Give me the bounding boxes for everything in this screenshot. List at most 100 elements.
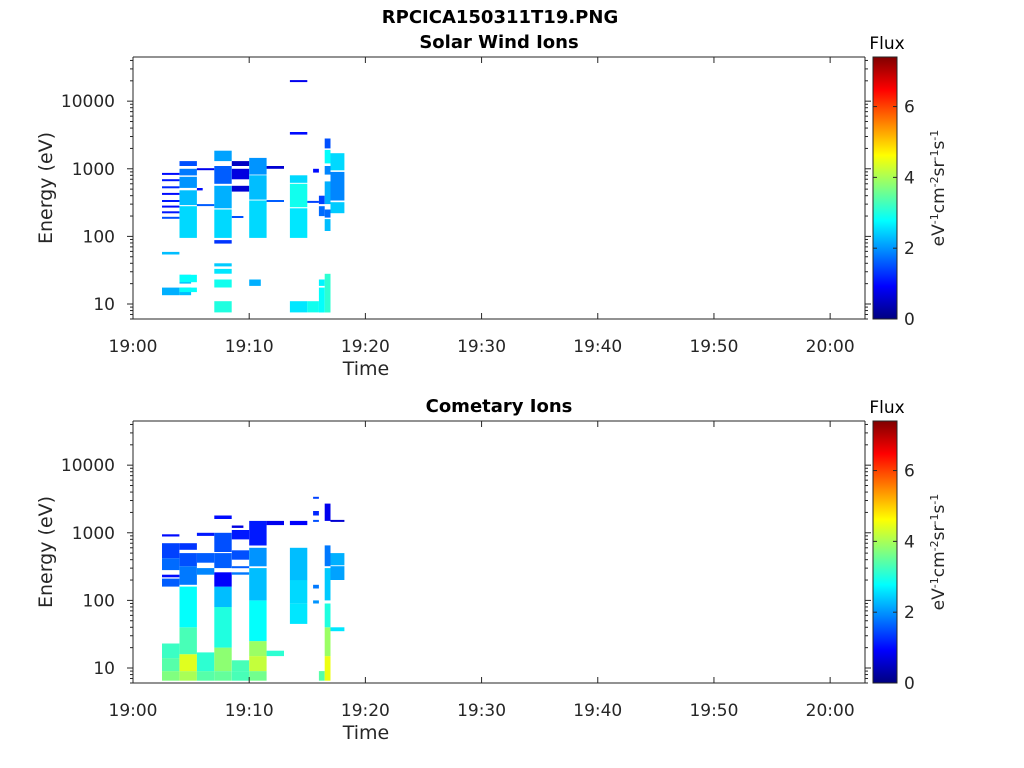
heatmap-cell bbox=[324, 166, 331, 175]
heatmap-cell bbox=[214, 553, 232, 569]
heatmap-cell bbox=[266, 650, 284, 657]
heatmap-cell bbox=[324, 656, 331, 681]
colorbar-label-part: -1 bbox=[928, 577, 941, 588]
heatmap-cell bbox=[330, 153, 345, 171]
heatmap-cell bbox=[214, 586, 232, 607]
heatmap-cell bbox=[162, 643, 180, 659]
heatmap-cell bbox=[162, 543, 180, 559]
heatmap-cell bbox=[289, 520, 308, 526]
heatmap-cell bbox=[266, 166, 284, 169]
heatmap-cell bbox=[330, 566, 345, 580]
heatmap-cell bbox=[162, 216, 180, 219]
heatmap-cell bbox=[214, 532, 232, 552]
heatmap-cell bbox=[162, 287, 180, 296]
heatmap-cell bbox=[313, 600, 319, 604]
colorbar-tick-label: 4 bbox=[904, 532, 915, 552]
colorbar bbox=[872, 420, 898, 684]
heatmap-cell bbox=[313, 519, 319, 522]
heatmap-cell bbox=[313, 511, 319, 516]
heatmap-cell bbox=[214, 209, 232, 238]
x-tick-label: 19:10 bbox=[225, 337, 274, 357]
heatmap-cell bbox=[289, 580, 308, 604]
chart-title: Cometary Ions bbox=[426, 396, 573, 417]
heatmap-cell bbox=[249, 600, 267, 642]
colorbar-label-part: cm bbox=[929, 187, 949, 213]
heatmap-cell bbox=[231, 168, 250, 180]
y-tick-label: 100 bbox=[83, 591, 115, 611]
x-axis-label: Time bbox=[342, 722, 390, 744]
colorbar bbox=[872, 56, 898, 320]
heatmap-cell bbox=[162, 179, 180, 182]
y-tick-label: 10 bbox=[93, 295, 115, 315]
heatmap-cell bbox=[289, 301, 308, 313]
colorbar-label-part: s bbox=[929, 141, 949, 150]
y-tick-label: 10 bbox=[93, 659, 115, 679]
heatmap-cell bbox=[162, 205, 180, 208]
heatmap-cell bbox=[324, 138, 331, 149]
heatmap-cell bbox=[179, 287, 197, 293]
y-axis-label: Energy (eV) bbox=[35, 496, 57, 608]
x-tick-label: 19:20 bbox=[341, 337, 390, 357]
colorbar-label-part: cm bbox=[929, 551, 949, 577]
heatmap-cell bbox=[231, 660, 250, 672]
heatmap-cell bbox=[196, 188, 203, 191]
heatmap-cell bbox=[289, 547, 308, 581]
heatmap-cell bbox=[179, 176, 197, 188]
heatmap-cell bbox=[162, 534, 180, 537]
heatmap-cell bbox=[214, 263, 232, 267]
colorbar-label-part: -1 bbox=[928, 514, 941, 525]
heatmap-cell bbox=[249, 656, 267, 672]
heatmap-cell bbox=[266, 200, 284, 202]
heatmap-cell bbox=[231, 566, 250, 569]
y-tick-label: 10000 bbox=[61, 92, 115, 112]
page-title: RPCICA150311T19.PNG bbox=[381, 7, 619, 28]
heatmap-cell bbox=[249, 520, 267, 546]
colorbar-label-part: s bbox=[929, 505, 949, 514]
heatmap-cell bbox=[162, 211, 180, 214]
heatmap-cell bbox=[249, 200, 267, 238]
heatmap-cell bbox=[318, 287, 325, 313]
heatmap-cell bbox=[196, 568, 215, 575]
heatmap-cell bbox=[214, 150, 232, 162]
colorbar-label-part: eV bbox=[929, 224, 949, 246]
heatmap-cell bbox=[289, 183, 308, 208]
solar-wind-ions-chart: Solar Wind Ions 19:00 19:10 19:20 19:30 19:40… bbox=[35, 32, 949, 380]
heatmap-cell bbox=[162, 200, 180, 202]
heatmap-cell bbox=[214, 166, 232, 184]
heatmap-cell bbox=[324, 219, 331, 231]
heatmap-cell bbox=[179, 566, 197, 585]
heatmap-cell bbox=[231, 185, 250, 192]
heatmap-cell bbox=[324, 568, 331, 601]
heatmap-cell bbox=[313, 168, 319, 173]
heatmap-cell bbox=[214, 606, 232, 648]
heatmap-cell bbox=[231, 671, 250, 681]
x-axis-label: Time bbox=[342, 358, 390, 380]
heatmap-cell bbox=[179, 190, 197, 206]
colorbar-label-part: -1 bbox=[928, 150, 941, 161]
heatmap-cell bbox=[266, 520, 284, 526]
heatmap-cell bbox=[249, 641, 267, 657]
heatmap-cell bbox=[214, 301, 232, 313]
heatmap-cell bbox=[214, 240, 232, 244]
heatmap-cell bbox=[249, 175, 267, 200]
heatmap-cell bbox=[324, 603, 331, 628]
heatmap-cell bbox=[330, 627, 345, 632]
heatmap-cell bbox=[249, 568, 267, 601]
colorbar-title: Flux bbox=[869, 34, 904, 54]
heatmap-cell bbox=[231, 550, 250, 560]
heatmap-cell bbox=[324, 209, 331, 218]
x-tick-label: 20:00 bbox=[806, 701, 855, 721]
heatmap-cell bbox=[162, 558, 180, 571]
heatmap-cell bbox=[214, 647, 232, 671]
heatmap-cell bbox=[324, 149, 331, 164]
heatmap-cell bbox=[249, 157, 267, 175]
x-tick-label: 19:00 bbox=[109, 337, 158, 357]
heatmap-cell bbox=[289, 175, 308, 183]
colorbar-tick-label: 2 bbox=[904, 239, 915, 259]
colorbar-tick-label: 4 bbox=[904, 168, 915, 188]
heatmap-cell bbox=[318, 195, 325, 205]
heatmap-cell bbox=[179, 671, 197, 681]
x-tick-label: 19:30 bbox=[457, 337, 506, 357]
heatmap-cell bbox=[162, 671, 180, 681]
heatmap-cell bbox=[324, 181, 331, 205]
